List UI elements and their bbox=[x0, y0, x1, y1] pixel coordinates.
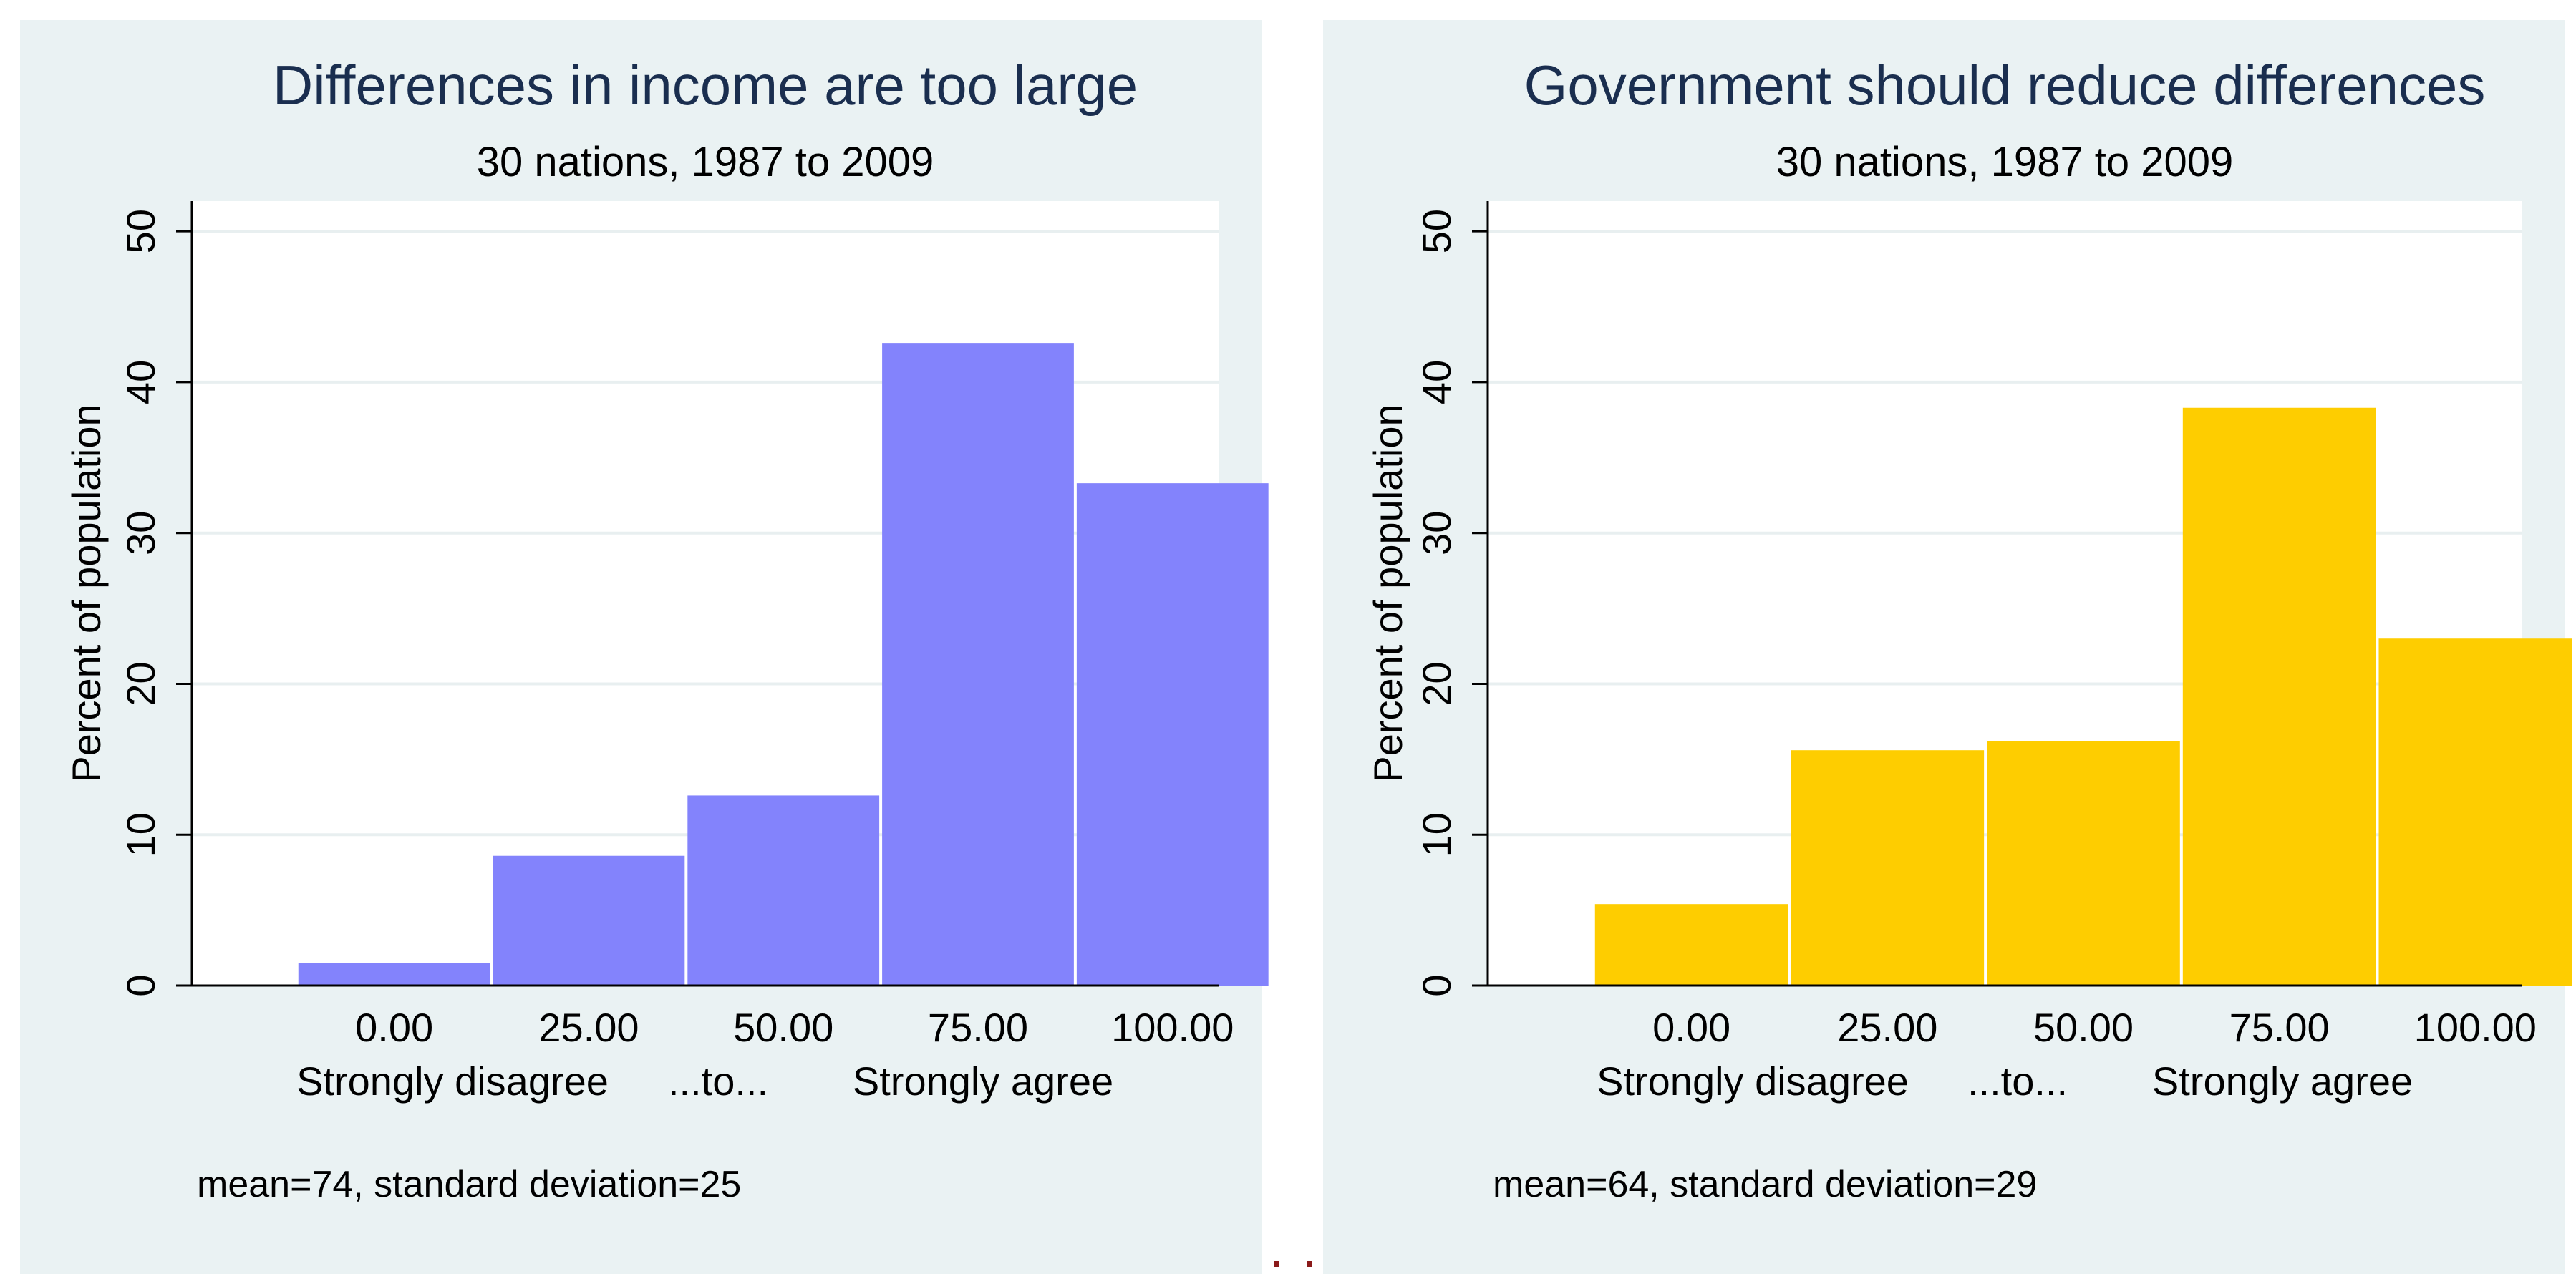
scale-label-to: ...to... bbox=[1967, 1059, 2068, 1104]
bar-100.00 bbox=[2378, 638, 2572, 986]
scale-label-strongly-disagree: Strongly disagree bbox=[1597, 1059, 1909, 1104]
scale-label-strongly-disagree: Strongly disagree bbox=[296, 1059, 609, 1104]
scale-label-to: ...to... bbox=[668, 1059, 768, 1104]
y-axis-label: Percent of population bbox=[64, 404, 109, 782]
x-tick-label: 75.00 bbox=[2229, 1005, 2330, 1050]
bar-50.00 bbox=[1987, 741, 2180, 986]
x-tick-label: 50.00 bbox=[2033, 1005, 2134, 1050]
x-tick-label: 50.00 bbox=[733, 1005, 833, 1050]
x-tick-label: 25.00 bbox=[1837, 1005, 1937, 1050]
chart-panel-government-reduce: 0 10 20 30 40 50 0.00 25.00 50.00 75.00 100.00 Go… bbox=[1323, 20, 2572, 1274]
y-ticks: 0 10 20 30 40 50 bbox=[1414, 209, 1488, 997]
summary-note: mean=74, standard deviation=25 bbox=[197, 1164, 741, 1205]
y-tick-label: 30 bbox=[118, 511, 163, 555]
y-tick-label: 10 bbox=[118, 812, 163, 857]
scale-label-strongly-agree: Strongly agree bbox=[853, 1059, 1113, 1104]
x-tick-label: 25.00 bbox=[538, 1005, 639, 1050]
bar-100.00 bbox=[1076, 483, 1269, 986]
chart-subtitle: 30 nations, 1987 to 2009 bbox=[477, 139, 934, 185]
x-ticks: 0.00 25.00 50.00 75.00 100.00 bbox=[355, 1005, 1234, 1050]
scale-label-strongly-agree: Strongly agree bbox=[2152, 1059, 2413, 1104]
bar-75.00 bbox=[882, 343, 1074, 986]
separator-dot bbox=[1274, 1261, 1279, 1267]
chart-panel-income-differences: 0 10 20 30 40 50 0.00 25.00 50.00 75.00 100.00 Di… bbox=[20, 20, 1269, 1274]
y-tick-label: 40 bbox=[1414, 360, 1459, 404]
bars bbox=[1594, 407, 2572, 986]
y-tick-label: 30 bbox=[1414, 511, 1459, 555]
y-tick-label: 0 bbox=[1414, 974, 1459, 996]
y-axis-label: Percent of population bbox=[1365, 404, 1410, 782]
x-tick-label: 0.00 bbox=[355, 1005, 433, 1050]
y-tick-label: 50 bbox=[1414, 209, 1459, 253]
y-tick-label: 40 bbox=[118, 360, 163, 404]
x-tick-label: 75.00 bbox=[928, 1005, 1028, 1050]
chart-title: Government should reduce differences bbox=[1524, 54, 2486, 117]
bar-25.00 bbox=[1791, 750, 1985, 986]
bar-0.00 bbox=[298, 963, 490, 986]
x-tick-label: 0.00 bbox=[1652, 1005, 1730, 1050]
y-tick-label: 0 bbox=[118, 974, 163, 996]
x-tick-label: 100.00 bbox=[2414, 1005, 2537, 1050]
chart-title: Differences in income are too large bbox=[273, 54, 1138, 117]
y-tick-label: 50 bbox=[118, 209, 163, 253]
separator-dot bbox=[1307, 1261, 1312, 1267]
bars bbox=[298, 343, 1269, 986]
bar-50.00 bbox=[687, 795, 880, 986]
bar-25.00 bbox=[493, 855, 685, 986]
x-tick-label: 100.00 bbox=[1111, 1005, 1234, 1050]
y-tick-label: 10 bbox=[1414, 812, 1459, 857]
separator-dots bbox=[1274, 1261, 1312, 1267]
chart-subtitle: 30 nations, 1987 to 2009 bbox=[1776, 139, 2234, 185]
bar-0.00 bbox=[1594, 904, 1788, 986]
x-ticks: 0.00 25.00 50.00 75.00 100.00 bbox=[1652, 1005, 2537, 1050]
y-tick-label: 20 bbox=[1414, 661, 1459, 706]
y-tick-label: 20 bbox=[118, 661, 163, 706]
summary-note: mean=64, standard deviation=29 bbox=[1493, 1164, 2037, 1205]
bar-75.00 bbox=[2182, 407, 2376, 986]
y-ticks: 0 10 20 30 40 50 bbox=[118, 209, 192, 997]
